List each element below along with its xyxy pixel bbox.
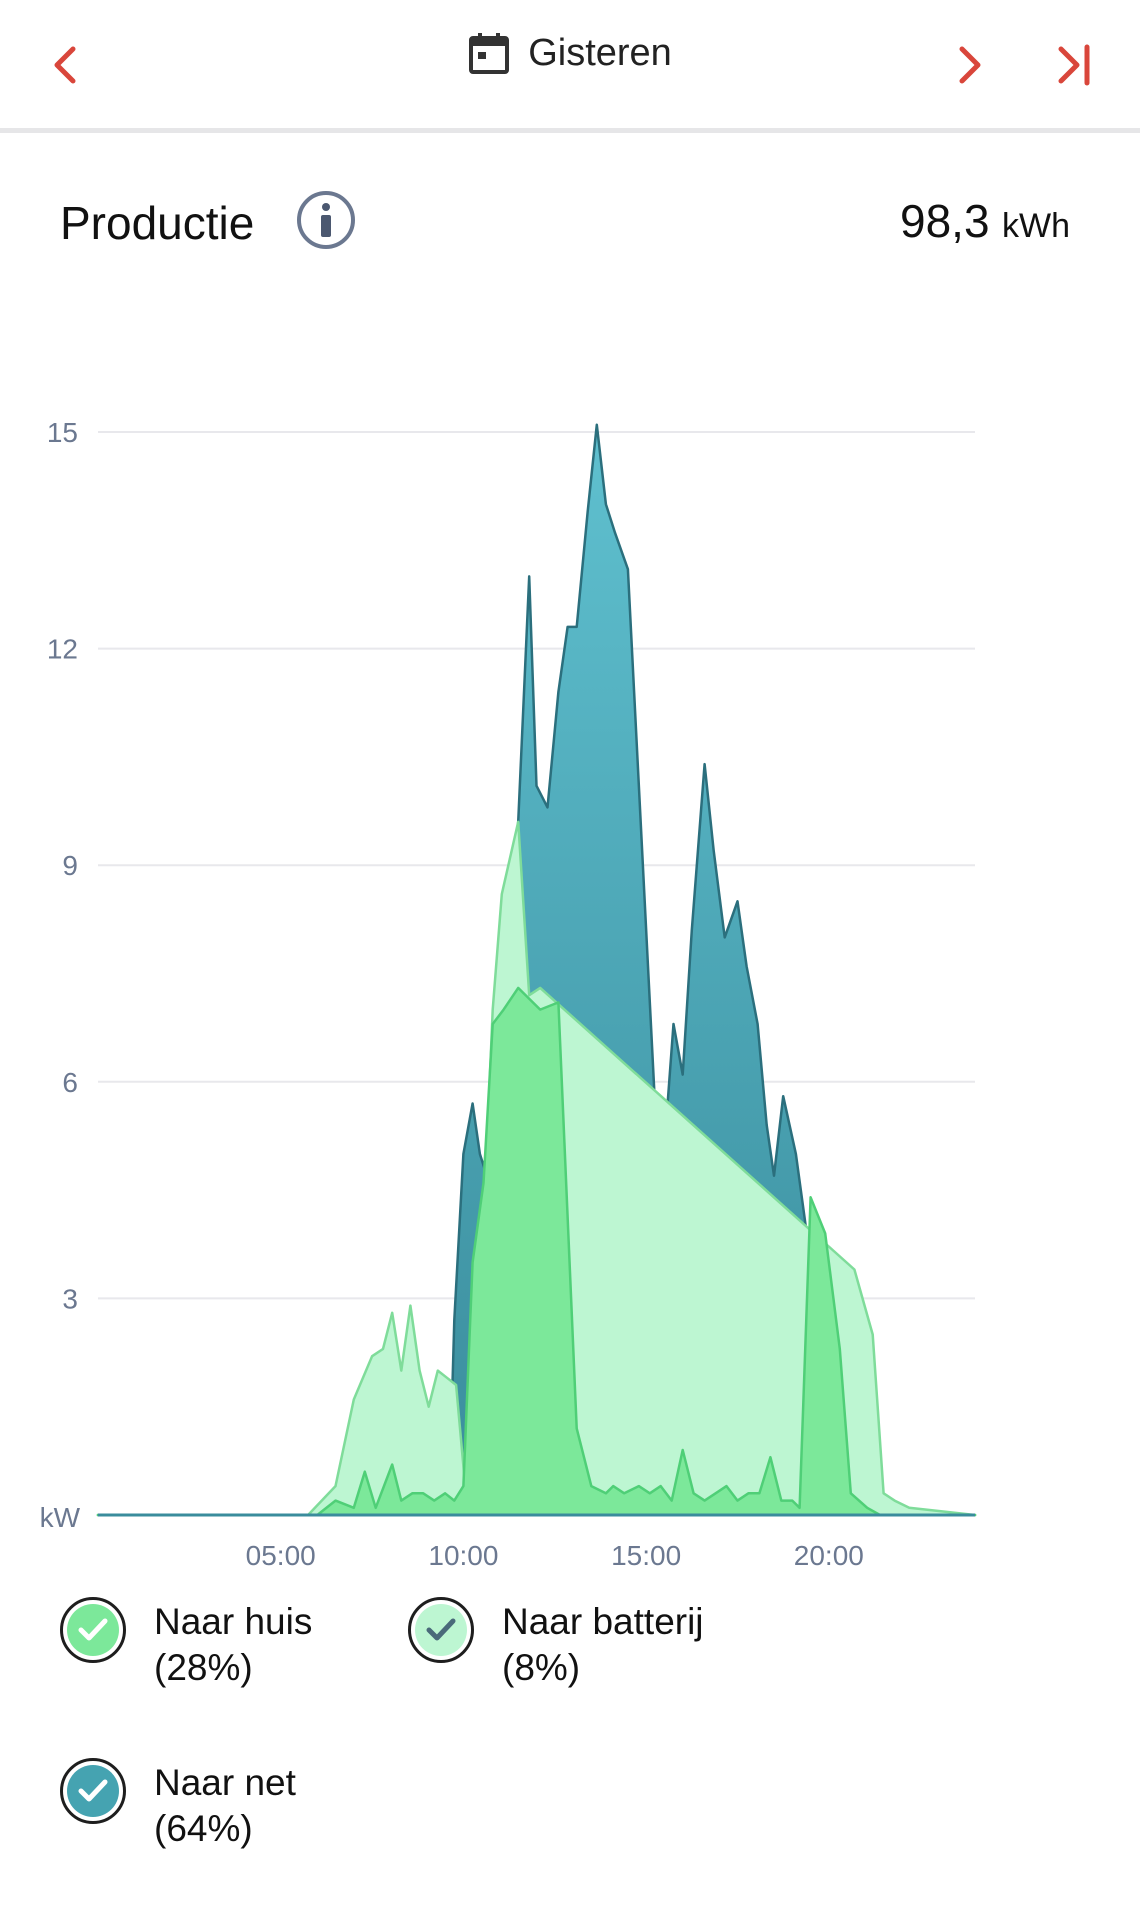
next-day-button[interactable] — [935, 30, 1005, 100]
y-tick-label: 12 — [47, 634, 78, 665]
legend-label: Naar huis — [154, 1601, 313, 1642]
check-icon — [426, 1618, 456, 1641]
legend-item-naar-huis[interactable]: Naar huis (28%) — [60, 1597, 312, 1691]
legend-percentage: (28%) — [154, 1647, 253, 1688]
legend-label: Naar net — [154, 1762, 296, 1803]
date-selector[interactable]: Gisteren — [0, 28, 1140, 78]
info-icon — [297, 191, 355, 249]
production-title: Productie — [60, 197, 255, 249]
production-header: Productie 98,3 kWh — [60, 190, 1070, 260]
legend-swatch — [67, 1765, 119, 1817]
date-label: Gisteren — [528, 31, 672, 74]
legend-item-naar-net[interactable]: Naar net (64%) — [60, 1758, 296, 1852]
legend-text: Naar batterij (8%) — [502, 1599, 704, 1691]
legend-toggle[interactable] — [60, 1597, 126, 1663]
series-area-naar-huis — [96, 986, 977, 1517]
legend-percentage: (8%) — [502, 1647, 581, 1688]
legend-item-naar-batterij[interactable]: Naar batterij (8%) — [408, 1597, 704, 1691]
legend-swatch — [67, 1604, 119, 1656]
calendar-icon — [469, 33, 510, 74]
previous-day-button[interactable] — [30, 30, 100, 100]
production-chart: 3 6 9 12 15 kW 05:00 10:00 15:00 20:00 — [40, 417, 977, 1570]
check-icon — [78, 1618, 108, 1641]
info-button[interactable] — [296, 190, 356, 250]
skip-to-end-icon — [1058, 44, 1090, 86]
legend-swatch — [415, 1604, 467, 1656]
check-icon — [78, 1779, 108, 1802]
x-tick-label: 15:00 — [611, 1540, 681, 1570]
top-bar: Gisteren — [0, 0, 1140, 133]
chevron-left-icon — [54, 46, 76, 84]
y-axis-unit-label: kW — [40, 1502, 81, 1533]
y-tick-label: 6 — [62, 1067, 78, 1098]
production-total-value: 98,3 — [900, 195, 990, 247]
y-tick-label: 15 — [47, 417, 78, 448]
chevron-right-icon — [959, 46, 981, 84]
production-total: 98,3 kWh — [900, 194, 1070, 248]
legend-toggle[interactable] — [60, 1758, 126, 1824]
legend-label: Naar batterij — [502, 1601, 704, 1642]
production-total-unit: kWh — [1002, 207, 1070, 245]
x-tick-label: 10:00 — [428, 1540, 498, 1570]
legend-text: Naar huis (28%) — [154, 1599, 312, 1691]
x-tick-label: 20:00 — [794, 1540, 864, 1570]
x-tick-label: 05:00 — [246, 1540, 316, 1570]
y-tick-label: 3 — [62, 1283, 78, 1314]
y-tick-label: 9 — [62, 850, 78, 881]
legend-toggle[interactable] — [408, 1597, 474, 1663]
legend-text: Naar net (64%) — [154, 1760, 296, 1852]
last-day-button[interactable] — [1040, 30, 1110, 100]
legend-percentage: (64%) — [154, 1808, 253, 1849]
